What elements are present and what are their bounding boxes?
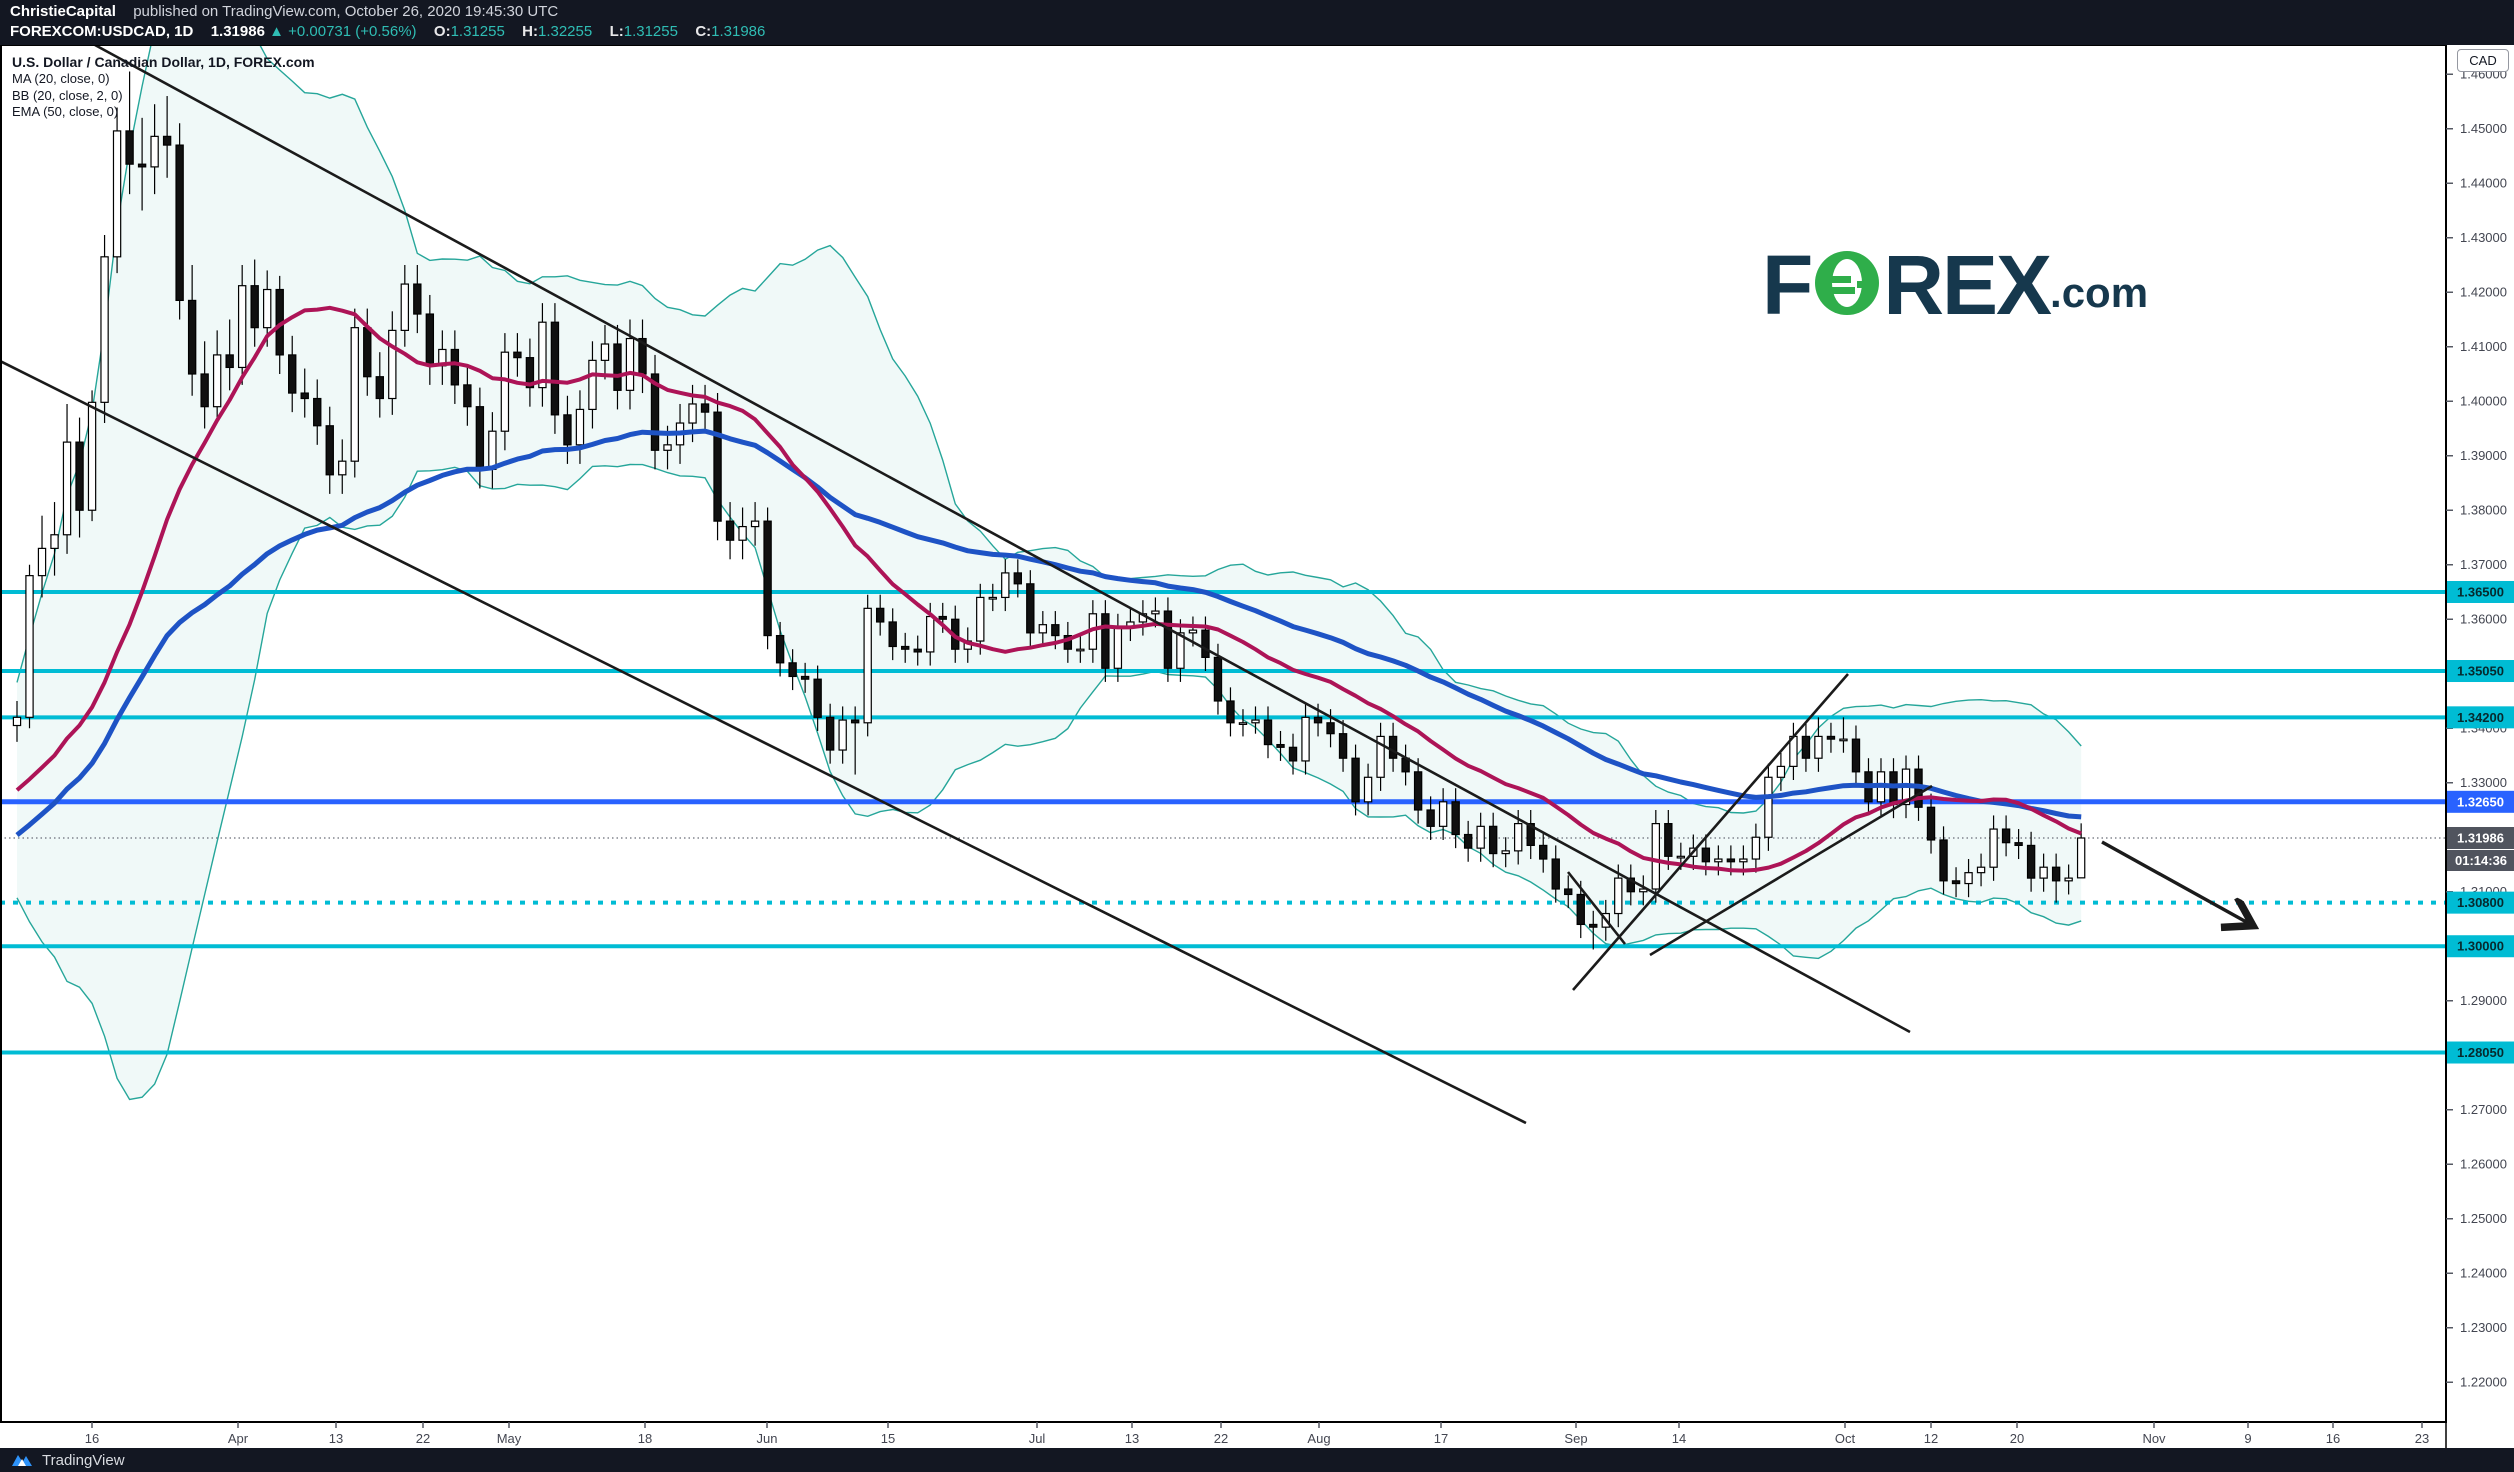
close-value: 1.31986 (711, 23, 766, 40)
high-value: 1.32255 (537, 23, 593, 40)
svg-text:22: 22 (1214, 1431, 1228, 1446)
svg-text:Aug: Aug (1307, 1431, 1330, 1446)
svg-text:13: 13 (329, 1431, 343, 1446)
symbol-name: FOREXCOM:USDCAD, 1D (10, 23, 194, 40)
publish-info: published on TradingView.com, October 26… (133, 3, 559, 20)
rising-wedge-line[interactable] (1572, 673, 1849, 991)
bollinger-bands (16, 45, 2082, 1101)
svg-text:16: 16 (2326, 1431, 2340, 1446)
svg-text:17: 17 (1434, 1431, 1448, 1446)
quote-currency-badge: CAD (2457, 49, 2509, 72)
svg-text:1.39000: 1.39000 (2460, 448, 2507, 463)
svg-text:15: 15 (881, 1431, 895, 1446)
svg-text:May: May (497, 1431, 522, 1446)
svg-text:1.37000: 1.37000 (2460, 557, 2507, 572)
svg-text:1.33000: 1.33000 (2460, 775, 2507, 790)
svg-text:9: 9 (2244, 1431, 2251, 1446)
publish-header: ChristieCapital published on TradingView… (0, 0, 2514, 45)
up-arrow-icon: ▲ (269, 23, 284, 40)
chart-area[interactable]: 1.46000 1.45000 1.44000 1.43000 1.42000 1.410… (0, 45, 2514, 1448)
indicator-ema[interactable]: EMA (50, close, 0) (12, 104, 119, 119)
footer-bar: TradingView (0, 1448, 2514, 1472)
svg-text:14: 14 (1672, 1431, 1686, 1446)
svg-text:1.29000: 1.29000 (2460, 993, 2507, 1008)
svg-text:1.40000: 1.40000 (2460, 394, 2507, 409)
forex-logo-com: .com (2050, 269, 2149, 316)
svg-text:1.24000: 1.24000 (2460, 1266, 2507, 1281)
low-label: L: (609, 23, 624, 40)
svg-text:Apr: Apr (228, 1431, 249, 1446)
support-resistance-levels (0, 589, 2446, 1055)
svg-text:1.31986: 1.31986 (2457, 831, 2504, 846)
svg-text:01:14:36: 01:14:36 (2455, 853, 2507, 868)
svg-text:1.43000: 1.43000 (2460, 230, 2507, 245)
chart-title[interactable]: U.S. Dollar / Canadian Dollar, 1D, FOREX… (12, 54, 315, 70)
close-label: C: (695, 23, 712, 40)
forex-com-logo: F REX .com (1762, 243, 2148, 327)
svg-text:22: 22 (416, 1431, 430, 1446)
level-price-badges: 1.36500 1.35050 1.34200 1.32650 1.30800 1.300… (2447, 580, 2514, 1064)
high-label: H: (522, 23, 538, 40)
svg-text:1.22000: 1.22000 (2460, 1375, 2507, 1390)
svg-text:Jun: Jun (757, 1431, 778, 1446)
wedge-left-segment[interactable] (1566, 871, 1627, 945)
svg-text:1.38000: 1.38000 (2460, 503, 2507, 518)
forex-coin-icon (1815, 251, 1880, 315)
svg-text:1.45000: 1.45000 (2460, 121, 2507, 136)
open-label: O: (433, 23, 451, 40)
descending-trendline-upper[interactable] (94, 45, 1911, 1034)
forex-logo-rex: REX (1883, 238, 2052, 332)
svg-text:1.23000: 1.23000 (2460, 1320, 2507, 1335)
last-price-badge: 1.31986 01:14:36 (2447, 827, 2514, 871)
tradingview-logo-icon[interactable] (10, 1450, 34, 1470)
svg-text:1.44000: 1.44000 (2460, 176, 2507, 191)
svg-text:1.36500: 1.36500 (2457, 584, 2504, 599)
trendline-annotations (0, 45, 2250, 1125)
projection-arrow[interactable] (2101, 840, 2250, 924)
svg-text:20: 20 (2010, 1431, 2024, 1446)
symbol-line: FOREXCOM:USDCAD, 1D 1.31986 ▲ +0.00731 (… (10, 23, 765, 40)
pane-borders (0, 45, 2447, 1448)
svg-text:1.35050: 1.35050 (2457, 664, 2504, 679)
chart-legend: U.S. Dollar / Canadian Dollar, 1D, FOREX… (12, 54, 315, 121)
svg-text:1.26000: 1.26000 (2460, 1157, 2507, 1172)
svg-text:1.36000: 1.36000 (2460, 612, 2507, 627)
svg-text:13: 13 (1125, 1431, 1139, 1446)
svg-text:Sep: Sep (1564, 1431, 1587, 1446)
tradingview-brand[interactable]: TradingView (42, 1451, 125, 1469)
svg-text:1.32650: 1.32650 (2457, 794, 2504, 809)
svg-text:Jul: Jul (1029, 1431, 1046, 1446)
svg-text:12: 12 (1924, 1431, 1938, 1446)
price-chart-svg: 1.460001.450001.440001.430001.420001.410… (0, 45, 2514, 1448)
svg-text:1.30800: 1.30800 (2457, 895, 2504, 910)
svg-text:16: 16 (85, 1431, 99, 1446)
time-axis: 16 Apr 13 22 May 18 Jun 15 Jul 13 22 Aug 17 Sep 14 Oct 1… (85, 1422, 2429, 1446)
svg-text:23: 23 (2415, 1431, 2429, 1446)
descending-trendline-lower[interactable] (0, 360, 1527, 1125)
svg-text:1.30000: 1.30000 (2457, 939, 2504, 954)
price-change: +0.00731 (+0.56%) (288, 23, 417, 40)
svg-text:1.34200: 1.34200 (2457, 710, 2504, 725)
open-value: 1.31255 (450, 23, 505, 40)
rising-support-line[interactable] (1649, 784, 1933, 957)
indicator-bb[interactable]: BB (20, close, 2, 0) (12, 87, 123, 103)
svg-text:Oct: Oct (1835, 1431, 1856, 1446)
author-name: ChristieCapital (10, 3, 116, 20)
forex-logo-f: F (1762, 238, 1813, 332)
svg-text:Nov: Nov (2142, 1431, 2166, 1446)
last-price: 1.31986 (210, 23, 265, 40)
indicator-ma[interactable]: MA (20, close, 0) (12, 71, 110, 86)
svg-text:1.27000: 1.27000 (2460, 1102, 2507, 1117)
svg-text:1.42000: 1.42000 (2460, 285, 2507, 300)
publish-line: ChristieCapital published on TradingView… (10, 3, 558, 20)
low-value: 1.31255 (623, 23, 678, 40)
svg-text:1.28050: 1.28050 (2457, 1045, 2504, 1060)
svg-text:18: 18 (638, 1431, 652, 1446)
svg-text:1.25000: 1.25000 (2460, 1211, 2507, 1226)
svg-text:1.41000: 1.41000 (2460, 339, 2507, 354)
